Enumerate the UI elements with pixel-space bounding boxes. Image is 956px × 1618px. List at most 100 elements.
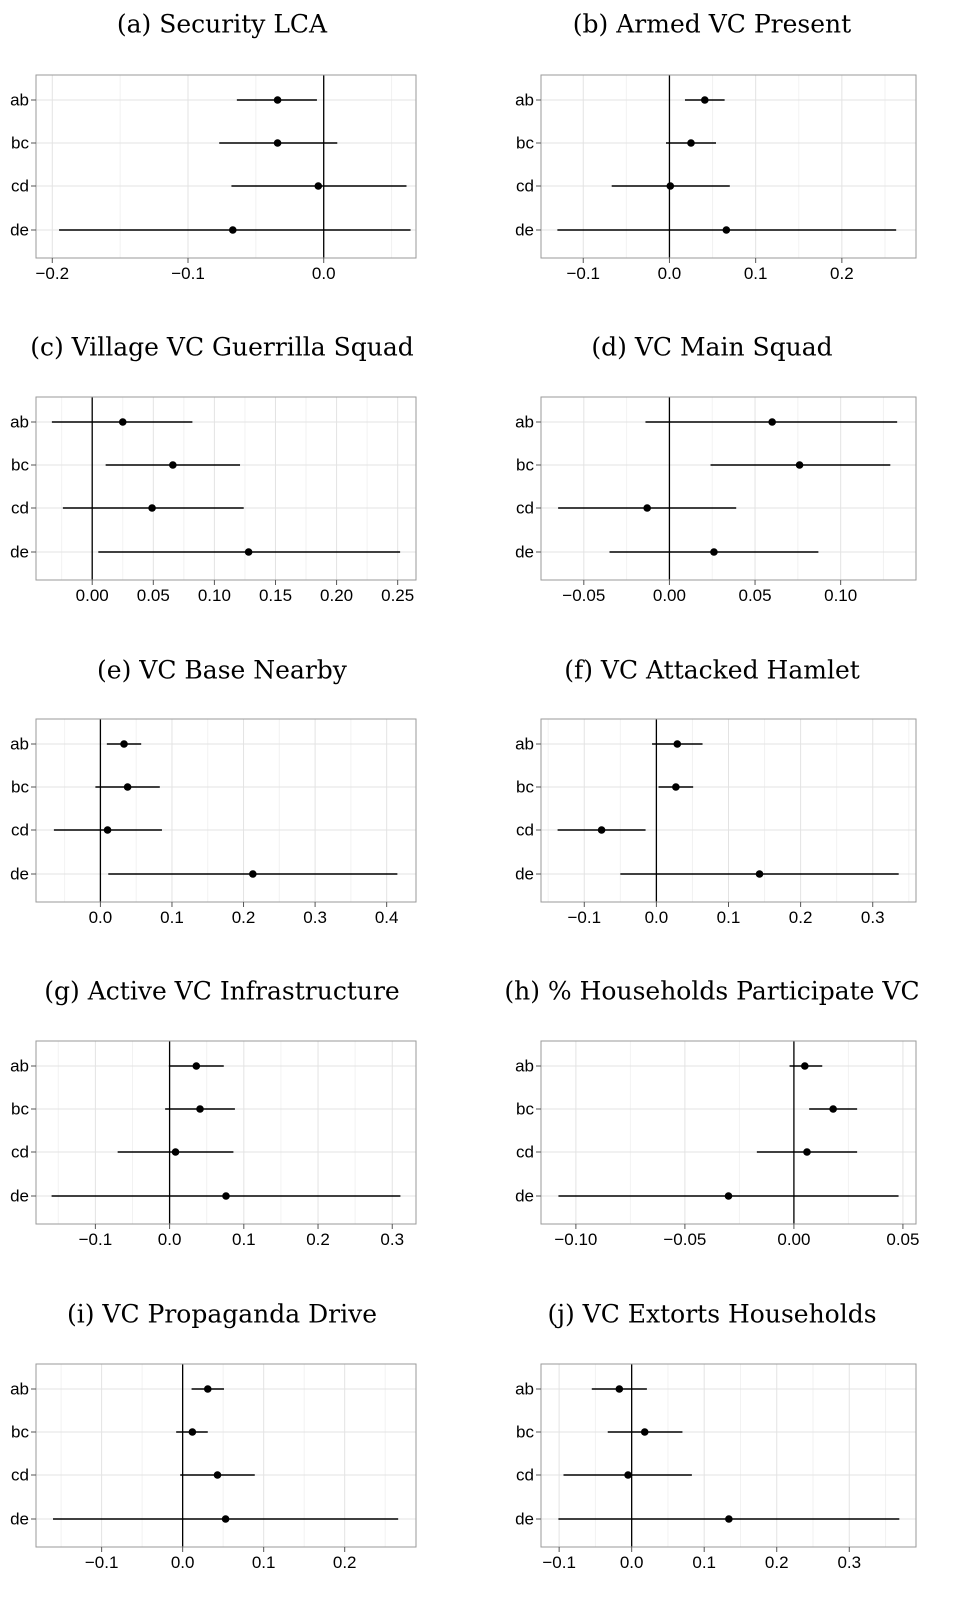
chart-panel-c: (c) Village VC Guerrilla Squad ab bc cd de 0.… — [10, 333, 417, 605]
point-estimate — [196, 1105, 204, 1113]
category-label: cd — [516, 1143, 534, 1162]
point-estimate — [724, 1192, 733, 1200]
category-label: cd — [516, 177, 534, 196]
point-estimate — [273, 139, 282, 147]
point-estimate — [829, 1105, 837, 1113]
category-label: ab — [10, 413, 29, 432]
panel-title: (h) % Households Participate VC — [504, 977, 919, 1006]
x-tick-label: 0.0 — [158, 1230, 182, 1249]
x-tick-label: −0.10 — [554, 1230, 597, 1249]
x-tick-label: 0.0 — [312, 264, 336, 283]
chart-panel-d: (d) VC Main Squad ab bc cd de −0.05 0.00 0.05 0.… — [515, 333, 917, 605]
point-estimate — [768, 418, 776, 426]
point-estimate — [169, 461, 177, 469]
category-label: de — [515, 865, 534, 884]
category-label: cd — [11, 821, 29, 840]
point-estimate — [188, 1428, 197, 1436]
point-estimate — [666, 182, 675, 190]
x-tick-label: 0.10 — [198, 586, 231, 605]
point-estimate — [710, 548, 718, 556]
category-label: de — [515, 221, 534, 240]
x-tick-label: 0.1 — [692, 1553, 716, 1572]
point-estimate — [624, 1471, 632, 1479]
point-estimate — [795, 461, 804, 469]
category-label: bc — [516, 1423, 534, 1442]
x-tick-label: 0.1 — [160, 908, 184, 927]
category-label: bc — [516, 1100, 534, 1119]
panel-title: (j) VC Extorts Households — [547, 1300, 876, 1329]
x-tick-label: 0.3 — [837, 1553, 861, 1572]
x-tick-label: 0.4 — [375, 908, 399, 927]
x-tick-label: 0.15 — [259, 586, 292, 605]
category-label: de — [10, 221, 29, 240]
category-label: de — [515, 543, 534, 562]
category-label: ab — [10, 1057, 29, 1076]
plot-background — [36, 719, 416, 902]
x-tick-label: 0.3 — [861, 908, 885, 927]
plot-border — [35, 74, 417, 259]
x-tick-label: −0.1 — [542, 1553, 576, 1572]
x-tick-label: 0.0 — [658, 264, 682, 283]
x-tick-label: 0.2 — [830, 264, 854, 283]
category-label: cd — [11, 499, 29, 518]
category-label: cd — [11, 1143, 29, 1162]
x-tick-label: 0.00 — [76, 586, 109, 605]
plot-background — [541, 397, 916, 580]
x-tick-label: −0.1 — [79, 1230, 113, 1249]
chart-panel-h: (h) % Households Participate VC ab bc cd de −… — [504, 977, 919, 1250]
x-tick-label: −0.2 — [36, 264, 70, 283]
point-estimate — [273, 96, 282, 104]
plot-border — [540, 74, 917, 259]
point-estimate — [244, 548, 253, 556]
point-estimate — [615, 1385, 624, 1393]
point-estimate — [192, 1062, 201, 1070]
x-tick-label: −0.1 — [171, 264, 205, 283]
plot-border — [35, 1040, 417, 1225]
plot-border — [35, 396, 417, 581]
x-tick-label: 0.05 — [886, 1230, 919, 1249]
point-estimate — [314, 182, 323, 190]
category-label: bc — [516, 778, 534, 797]
x-tick-label: 0.2 — [232, 908, 256, 927]
chart-panel-i: (i) VC Propaganda Drive ab bc cd de −0.1 0.0 0.… — [10, 1300, 417, 1572]
chart-panel-f: (f) VC Attacked Hamlet ab bc cd de −0.1 0.0 0.1… — [515, 656, 917, 927]
chart-panel-b: (b) Armed VC Present ab bc cd de −0.1 0.0 0.1 0.… — [515, 10, 917, 283]
x-tick-label: −0.1 — [85, 1553, 119, 1572]
category-label: de — [10, 543, 29, 562]
category-label: ab — [515, 413, 534, 432]
point-estimate — [103, 826, 112, 834]
x-tick-label: 0.05 — [137, 586, 170, 605]
panel-title: (f) VC Attacked Hamlet — [564, 656, 860, 685]
point-estimate — [643, 504, 651, 512]
point-estimate — [171, 1148, 180, 1156]
x-tick-label: 0.1 — [717, 908, 741, 927]
category-label: ab — [515, 1380, 534, 1399]
panel-title: (i) VC Propaganda Drive — [67, 1300, 377, 1329]
point-estimate — [213, 1471, 222, 1479]
category-label: de — [515, 1187, 534, 1206]
x-tick-label: 0.1 — [232, 1230, 256, 1249]
x-tick-label: 0.2 — [306, 1230, 330, 1249]
chart-panel-j: (j) VC Extorts Households ab bc cd de −0.1 0.0… — [515, 1300, 917, 1572]
category-label: ab — [10, 91, 29, 110]
category-label: bc — [11, 134, 29, 153]
category-label: de — [10, 865, 29, 884]
point-estimate — [640, 1428, 649, 1436]
chart-panel-g: (g) Active VC Infrastructure ab bc cd de −0.1… — [10, 977, 417, 1249]
category-label: cd — [516, 1466, 534, 1485]
plot-border — [540, 396, 917, 581]
category-label: de — [515, 1510, 534, 1529]
x-tick-label: 0.10 — [824, 586, 857, 605]
x-tick-label: 0.20 — [320, 586, 353, 605]
x-tick-label: 0.0 — [645, 908, 669, 927]
category-label: bc — [11, 456, 29, 475]
point-estimate — [228, 226, 237, 234]
category-label: cd — [516, 499, 534, 518]
point-estimate — [755, 870, 764, 878]
point-estimate — [725, 1515, 733, 1523]
panel-title: (g) Active VC Infrastructure — [44, 977, 399, 1006]
plot-background — [36, 397, 416, 580]
x-tick-label: 0.1 — [744, 264, 768, 283]
category-label: bc — [11, 1423, 29, 1442]
